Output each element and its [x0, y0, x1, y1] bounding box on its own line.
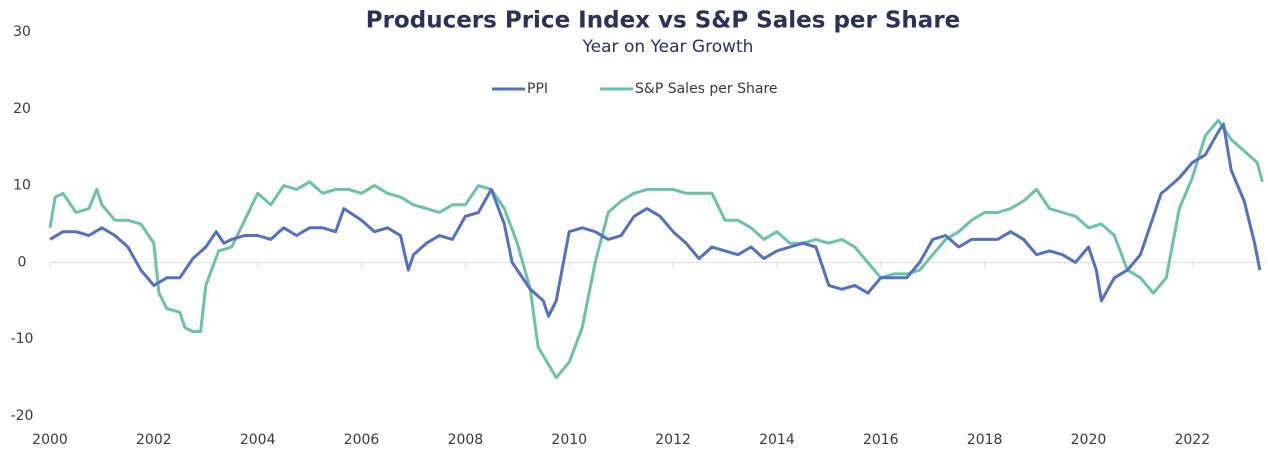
series-line: [48, 118, 1264, 380]
x-tick-label: 2010: [551, 432, 587, 448]
x-tick-label: 2022: [1174, 432, 1210, 448]
x-tick-label: 2004: [240, 432, 276, 448]
y-tick-label: 20: [13, 101, 31, 117]
series-line: [49, 122, 1262, 318]
legend-label: PPI: [527, 81, 548, 97]
x-tick-label: 2000: [32, 432, 68, 448]
x-tick-label: 2002: [136, 432, 172, 448]
y-tick-label: -20: [11, 408, 34, 424]
x-tick-label: 2018: [967, 432, 1003, 448]
y-tick-label: 0: [18, 254, 27, 270]
legend-label: S&P Sales per Share: [635, 81, 778, 97]
chart-subtitle: Year on Year Growth: [582, 37, 754, 57]
x-tick-label: 2008: [448, 432, 484, 448]
x-tick-label: 2016: [863, 432, 899, 448]
y-tick-label: 30: [13, 24, 31, 40]
chart-title: Producers Price Index vs S&P Sales per S…: [366, 8, 961, 34]
y-tick-label: -10: [11, 331, 34, 347]
x-tick-label: 2014: [759, 432, 795, 448]
x-tick-label: 2012: [655, 432, 691, 448]
x-tick-label: 2020: [1071, 432, 1107, 448]
x-tick-label: 2006: [344, 432, 380, 448]
y-tick-label: 10: [13, 178, 31, 194]
